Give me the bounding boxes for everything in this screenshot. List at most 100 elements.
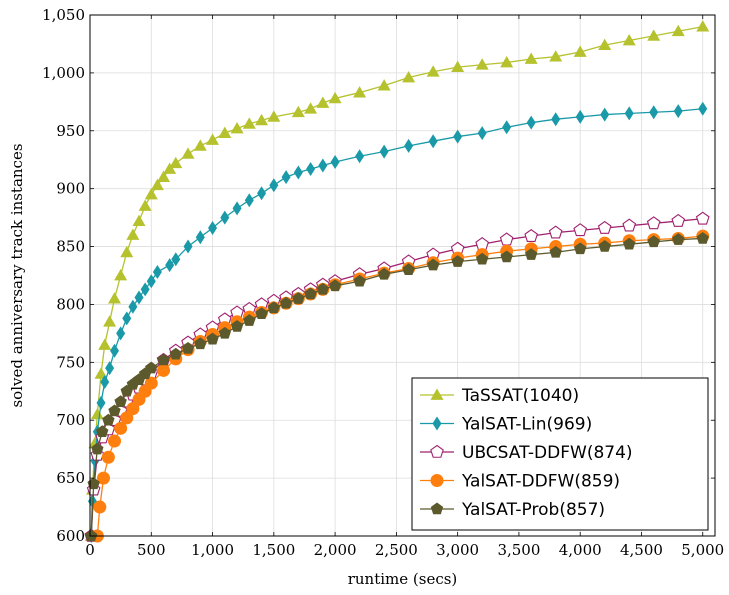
data-point	[551, 112, 561, 127]
data-point	[267, 301, 281, 314]
data-point	[193, 139, 207, 151]
data-point	[671, 24, 685, 37]
data-point	[304, 102, 318, 114]
data-point	[402, 71, 416, 83]
x-tick-label: 4,000	[559, 541, 602, 559]
legend-label: YalSAT-Lin(969)	[461, 415, 592, 435]
data-point	[144, 187, 158, 200]
y-tick-label: 950	[56, 122, 85, 140]
data-point	[598, 240, 611, 252]
data-point	[649, 105, 659, 120]
data-point	[428, 134, 438, 149]
data-point	[500, 250, 513, 263]
data-point	[453, 129, 463, 144]
data-point	[157, 363, 171, 377]
legend-marker	[430, 474, 444, 487]
data-point	[163, 162, 177, 174]
data-point	[575, 109, 585, 124]
data-point	[574, 242, 587, 255]
data-point	[524, 228, 539, 242]
data-point	[220, 210, 230, 225]
data-point	[165, 258, 175, 273]
y-tick-label: 850	[56, 238, 85, 256]
data-point	[623, 237, 636, 250]
data-point	[306, 161, 316, 176]
data-point	[126, 402, 140, 416]
data-point	[695, 211, 710, 225]
data-point	[146, 274, 156, 289]
data-point	[426, 258, 440, 271]
data-point	[402, 263, 415, 275]
data-point	[218, 126, 232, 138]
data-point	[122, 311, 132, 326]
data-point	[404, 138, 414, 153]
data-point	[120, 245, 134, 258]
y-tick-label: 700	[56, 411, 85, 429]
x-tick-label: 4,500	[620, 541, 663, 559]
data-point	[128, 299, 138, 314]
x-tick-label: 1,000	[191, 541, 234, 559]
series-4	[85, 231, 709, 542]
data-point	[98, 338, 112, 350]
data-point	[96, 395, 106, 410]
data-point	[114, 421, 128, 435]
data-point	[102, 413, 115, 426]
data-point	[126, 228, 140, 240]
y-tick-label: 650	[56, 469, 85, 487]
data-point	[116, 326, 126, 341]
data-point	[451, 60, 465, 72]
data-point	[293, 165, 303, 180]
data-point	[598, 38, 612, 50]
data-point	[103, 315, 117, 327]
y-tick-label: 1,050	[42, 6, 85, 24]
data-point	[108, 434, 122, 448]
data-point	[624, 106, 634, 121]
data-point	[622, 33, 636, 46]
x-tick-label: 3,000	[436, 541, 479, 559]
legend-label: YalSAT-Prob(857)	[461, 500, 605, 520]
data-point	[673, 104, 683, 119]
data-point	[379, 144, 389, 159]
data-point	[218, 326, 231, 339]
data-point	[328, 91, 342, 104]
data-point	[144, 376, 158, 390]
legend-entry: YalSAT-DDFW(859)	[420, 472, 620, 492]
legend-label: TaSSAT(1040)	[461, 386, 579, 406]
data-point	[171, 252, 181, 267]
data-point	[255, 307, 268, 319]
x-axis-label: runtime (secs)	[348, 570, 458, 588]
data-point	[100, 375, 110, 390]
data-point	[304, 287, 317, 300]
data-point	[181, 341, 195, 354]
series-layer	[84, 20, 710, 543]
data-point	[169, 156, 183, 169]
data-point	[157, 353, 170, 366]
data-point	[152, 265, 162, 280]
data-point	[242, 117, 256, 129]
y-tick-label: 1,000	[42, 64, 85, 82]
data-point	[114, 395, 127, 407]
data-point	[672, 233, 685, 245]
data-point	[208, 221, 218, 236]
axis-ticks: 0 500 1,000 1,500 2,000 2,500 3,000 3,500 4,000 4…	[42, 6, 724, 559]
x-tick-label: 500	[137, 541, 166, 559]
legend-marker	[430, 388, 444, 400]
data-point	[150, 178, 164, 191]
data-point	[330, 155, 340, 170]
data-point	[181, 147, 195, 159]
data-point	[696, 20, 710, 32]
data-point	[90, 407, 104, 420]
data-point	[548, 225, 563, 239]
data-point	[353, 274, 366, 287]
data-point	[291, 105, 305, 118]
x-tick-label: 3,500	[497, 541, 540, 559]
data-point	[377, 267, 391, 280]
data-point	[96, 425, 109, 438]
data-point	[647, 235, 660, 248]
x-tick-label: 5,000	[681, 541, 724, 559]
data-point	[108, 404, 121, 417]
data-point	[230, 121, 244, 134]
data-point	[269, 178, 279, 193]
